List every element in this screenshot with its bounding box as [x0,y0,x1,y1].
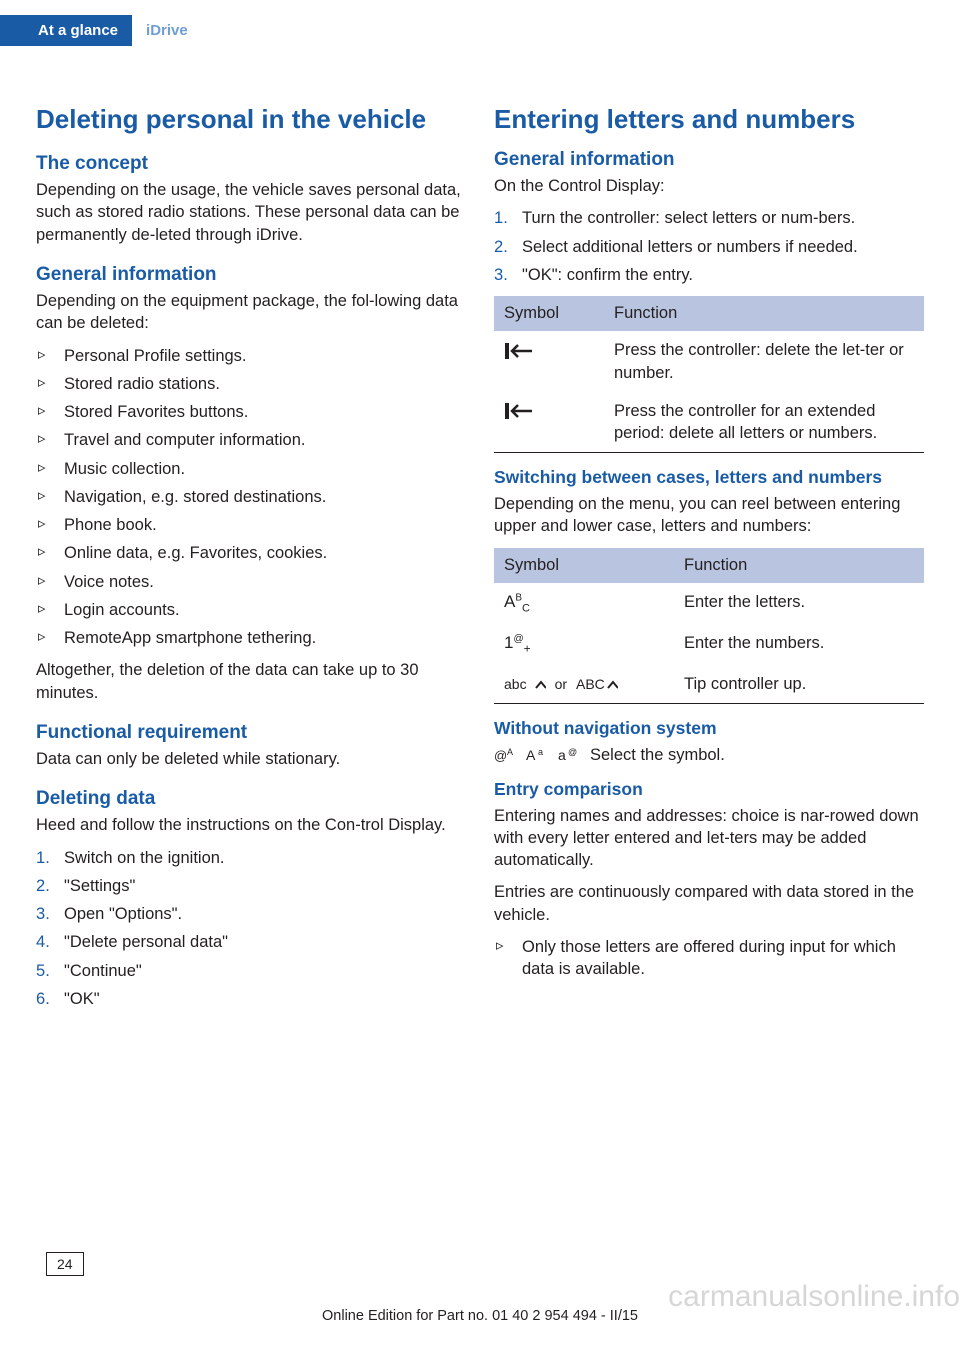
table-row: ABC Enter the letters. [494,583,924,624]
para-concept: Depending on the usage, the vehicle save… [36,179,466,246]
step-item: "OK": confirm the entry. [494,264,924,286]
symbol-function-table-1: Symbol Function Press the controller: de… [494,296,924,453]
heading-deleting-data: Deleting data [36,788,466,810]
table-cell-func: Tip controller up. [674,665,924,703]
para-duration: Altogether, the deletion of the data can… [36,659,466,704]
list-item: Travel and computer information. [36,429,466,451]
select-symbol-line: @A Aa a@ Select the symbol. [494,746,924,765]
at-a-icon: @A [494,746,516,765]
breadcrumb-topic: iDrive [132,15,202,46]
para-entry-comparison-1: Entering names and addresses: choice is … [494,805,924,872]
table-cell-func: Press the controller for an extended per… [604,392,924,453]
bullet-list-deletable: Personal Profile settings. Stored radio … [36,345,466,650]
delete-all-icon [494,392,604,453]
steps-entering: Turn the controller: select letters or n… [494,207,924,286]
heading-entry-comparison: Entry comparison [494,779,924,801]
breadcrumb-section: At a glance [0,15,132,46]
symbol-function-table-2: Symbol Function ABC Enter the letters. 1… [494,548,924,704]
step-item: "Continue" [36,960,466,982]
a-at-icon: a@ [558,746,580,765]
heading-switching: Switching between cases, letters and num… [494,467,924,489]
table-cell-func: Enter the numbers. [674,624,924,665]
select-symbol-text: Select the symbol. [590,746,725,765]
bullet-list-entry: Only those letters are offered during in… [494,936,924,981]
list-item: Stored Favorites buttons. [36,401,466,423]
svg-text:a: a [538,747,543,757]
footer-text: Online Edition for Part no. 01 40 2 954 … [0,1308,960,1324]
step-item: Select additional letters or numbers if … [494,236,924,258]
table-cell-func: Press the controller: delete the let‐ter… [604,331,924,392]
numbers-mode-icon: 1@+ [494,624,674,665]
header-bar: At a glance iDrive [0,14,202,46]
table-row: Press the controller for an extended per… [494,392,924,453]
step-item: "Settings" [36,875,466,897]
para-functional-req: Data can only be deleted while stationar… [36,748,466,770]
list-item: Login accounts. [36,599,466,621]
svg-text:@: @ [568,747,577,757]
page-title-left: Deleting personal in the vehicle [36,104,466,135]
svg-text:ABC: ABC [576,676,605,692]
letters-mode-icon: ABC [494,583,674,624]
table-header-symbol: Symbol [494,296,604,331]
list-item: Navigation, e.g. stored destinations. [36,486,466,508]
or-label: or [551,676,571,692]
para-general-info-left: Depending on the equipment package, the … [36,290,466,335]
heading-functional-req: Functional requirement [36,722,466,744]
step-item: "Delete personal data" [36,931,466,953]
para-switching: Depending on the menu, you can reel betw… [494,493,924,538]
list-item: Music collection. [36,458,466,480]
delete-char-icon [494,331,604,392]
table-header-function: Function [604,296,924,331]
list-item: Stored radio stations. [36,373,466,395]
heading-concept: The concept [36,153,466,175]
list-item: Phone book. [36,514,466,536]
list-item: RemoteApp smartphone tethering. [36,627,466,649]
page-title-right: Entering letters and numbers [494,104,924,135]
heading-general-info-right: General information [494,149,924,171]
left-column: Deleting personal in the vehicle The con… [36,104,466,1020]
svg-text:abc: abc [504,676,527,692]
right-column: Entering letters and numbers General inf… [494,104,924,1020]
step-item: Switch on the ignition. [36,847,466,869]
table-row: abc or ABC Tip controller up. [494,665,924,703]
para-deleting-data: Heed and follow the instructions on the … [36,814,466,836]
svg-text:a: a [558,747,566,763]
svg-text:A: A [526,747,536,763]
case-toggle-icon: abc or ABC [494,665,674,703]
para-entry-comparison-2: Entries are continuously compared with d… [494,881,924,926]
page-number: 24 [46,1252,84,1276]
table-row: Press the controller: delete the let‐ter… [494,331,924,392]
list-item: Voice notes. [36,571,466,593]
list-item: Only those letters are offered during in… [494,936,924,981]
list-item: Personal Profile settings. [36,345,466,367]
table-cell-func: Enter the letters. [674,583,924,624]
table-header-symbol: Symbol [494,548,674,583]
step-item: "OK" [36,988,466,1010]
para-control-display: On the Control Display: [494,175,924,197]
steps-deleting: Switch on the ignition. "Settings" Open … [36,847,466,1011]
step-item: Open "Options". [36,903,466,925]
a-super-icon: Aa [526,746,548,765]
table-header-function: Function [674,548,924,583]
table-row: 1@+ Enter the numbers. [494,624,924,665]
list-item: Online data, e.g. Favorites, cookies. [36,542,466,564]
heading-general-info-left: General information [36,264,466,286]
svg-text:@: @ [494,748,507,763]
heading-without-nav: Without navigation system [494,718,924,740]
svg-text:A: A [507,747,513,757]
step-item: Turn the controller: select letters or n… [494,207,924,229]
